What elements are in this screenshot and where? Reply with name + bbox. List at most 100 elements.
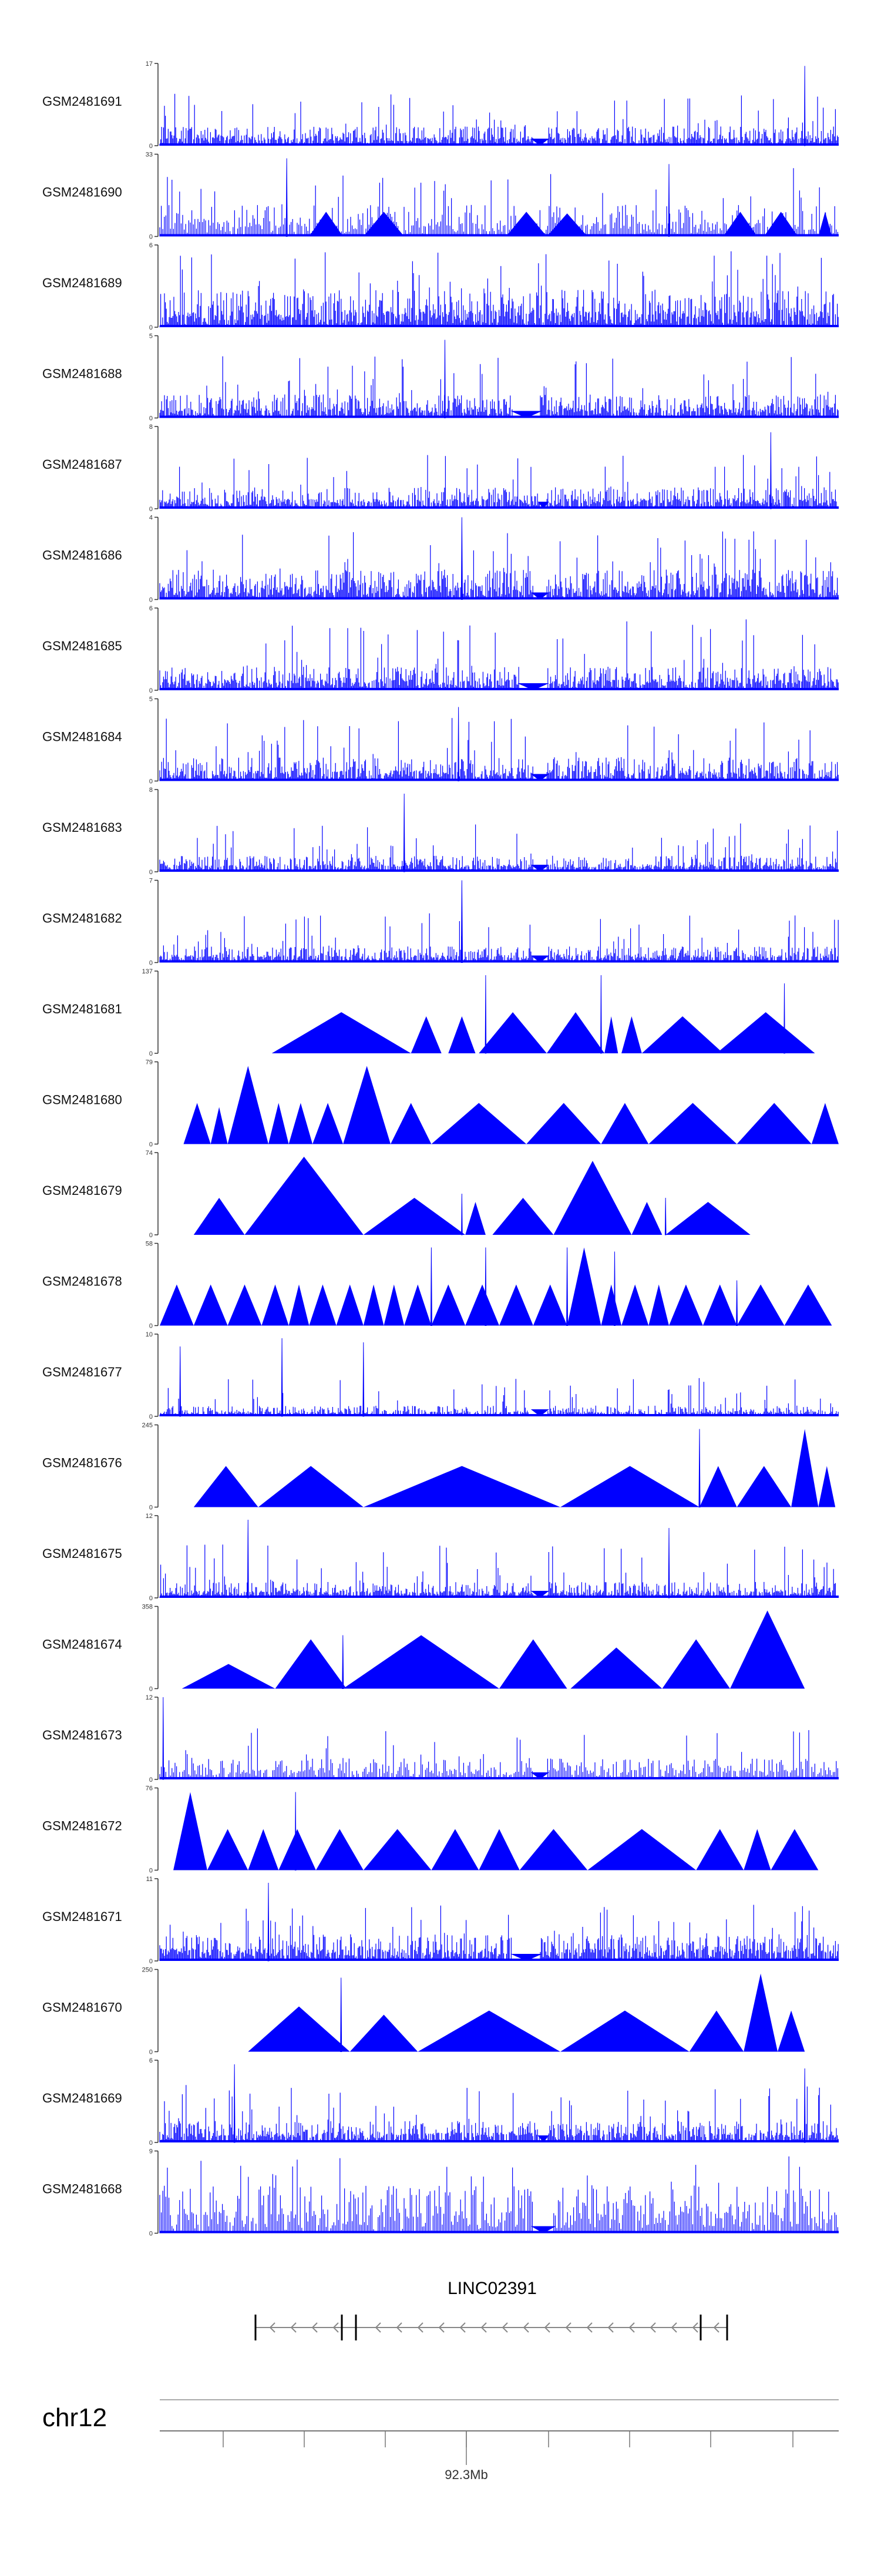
coverage-polygon [275, 1639, 347, 1689]
coverage-polygon [336, 1284, 364, 1326]
coverage-polygon [315, 1829, 364, 1870]
gap-marker [530, 1591, 549, 1598]
coverage-polygon [181, 1664, 275, 1689]
track-label: GSM2481672 [42, 1819, 122, 1833]
signal-peak [247, 1519, 249, 1598]
coverage-polygon [343, 1635, 499, 1689]
coverage-polygon [431, 1103, 527, 1144]
gap-marker [510, 411, 543, 418]
signal-peak [784, 983, 785, 1054]
y-max-label: 245 [142, 1422, 153, 1429]
y-min-label: 0 [149, 597, 153, 604]
signal-peak [458, 707, 459, 781]
coverage-polygon [499, 1639, 567, 1689]
coverage-polygon [363, 1829, 432, 1870]
y-min-label: 0 [149, 415, 153, 422]
coverage-polygon [696, 1829, 744, 1870]
coverage-polygon [363, 1466, 560, 1507]
signal-baseline [160, 960, 839, 963]
coverage-polygon [587, 1829, 697, 1870]
y-min-label: 0 [149, 143, 153, 150]
y-max-label: 250 [142, 1967, 153, 1974]
signal-peak [460, 517, 463, 600]
coverage-polygon [818, 1466, 836, 1507]
coverage-polygon [363, 1284, 384, 1326]
signal-peak [362, 1342, 365, 1417]
y-max-label: 137 [142, 968, 153, 975]
signal-bars [159, 93, 839, 146]
gene-label: LINC02391 [448, 2279, 537, 2298]
signal-bars [159, 619, 839, 690]
coverage-polygon [631, 1202, 663, 1235]
coverage-polygon [648, 1103, 737, 1144]
coverage-polygon [730, 1610, 805, 1689]
y-min-label: 0 [149, 1958, 153, 1965]
coverage-polygon [431, 1829, 479, 1870]
signal-baseline [160, 1414, 839, 1416]
track-label: GSM2481688 [42, 367, 122, 381]
signal-peak [340, 1977, 342, 2052]
signal-baseline [160, 143, 839, 146]
position-label: 92.3Mb [445, 2467, 487, 2482]
coverage-polygon [778, 2010, 805, 2052]
y-min-label: 0 [149, 2231, 153, 2238]
y-min-label: 0 [149, 2049, 153, 2056]
signal-peak [430, 1247, 432, 1326]
coverage-polygon [210, 1107, 228, 1144]
track-label: GSM2481691 [42, 94, 122, 109]
y-min-label: 0 [149, 1776, 153, 1784]
coverage-polygon [349, 2014, 418, 2052]
y-max-label: 74 [146, 1150, 153, 1157]
coverage-polygon [546, 1012, 605, 1053]
coverage-polygon [431, 1284, 466, 1326]
signal-peak [285, 158, 288, 237]
y-max-label: 76 [146, 1785, 153, 1792]
y-max-label: 79 [146, 1059, 153, 1066]
y-max-label: 6 [149, 242, 153, 249]
y-min-label: 0 [149, 1595, 153, 1602]
signal-peak [403, 793, 405, 872]
y-min-label: 0 [149, 960, 153, 967]
signal-baseline [160, 869, 839, 872]
y-max-label: 33 [146, 152, 153, 159]
coverage-polygon [244, 1157, 364, 1235]
gap-marker [510, 1954, 543, 1961]
signal-baseline [160, 1777, 839, 1779]
coverage-polygon [784, 1284, 832, 1326]
signal-baseline [160, 325, 839, 327]
signal-bars [159, 1728, 838, 1779]
signal-bars [159, 531, 839, 600]
y-min-label: 0 [149, 1323, 153, 1330]
coverage-polygon [546, 213, 588, 237]
coverage-polygon [418, 2010, 560, 2052]
track-label: GSM2481676 [42, 1456, 122, 1470]
y-min-label: 0 [149, 778, 153, 785]
y-min-label: 0 [149, 234, 153, 241]
signal-baseline [160, 1959, 839, 1961]
signal-peak [342, 1635, 344, 1689]
signal-peak [444, 340, 446, 418]
coverage-polygon [744, 1973, 778, 2052]
signal-bars [159, 2085, 839, 2142]
signal-bars [159, 913, 839, 963]
coverage-polygon [411, 1016, 442, 1053]
y-min-label: 0 [149, 1686, 153, 1693]
gap-marker [530, 2226, 556, 2234]
coverage-polygon [479, 1012, 547, 1053]
coverage-polygon [533, 1284, 567, 1326]
y-min-label: 0 [149, 1232, 153, 1239]
signal-bars [159, 455, 839, 509]
gap-marker [530, 1409, 549, 1416]
coverage-polygon [700, 1466, 737, 1507]
coverage-polygon [193, 1466, 258, 1507]
signal-bars [159, 356, 839, 418]
signal-bars [159, 718, 839, 781]
y-max-label: 7 [149, 878, 153, 885]
coverage-polygon [448, 1016, 476, 1053]
coverage-polygon [648, 1284, 669, 1326]
y-max-label: 10 [146, 1331, 153, 1338]
y-max-label: 11 [146, 1876, 153, 1883]
signal-baseline [160, 2140, 839, 2142]
track-label: GSM2481678 [42, 1274, 122, 1289]
coverage-polygon [309, 1284, 337, 1326]
